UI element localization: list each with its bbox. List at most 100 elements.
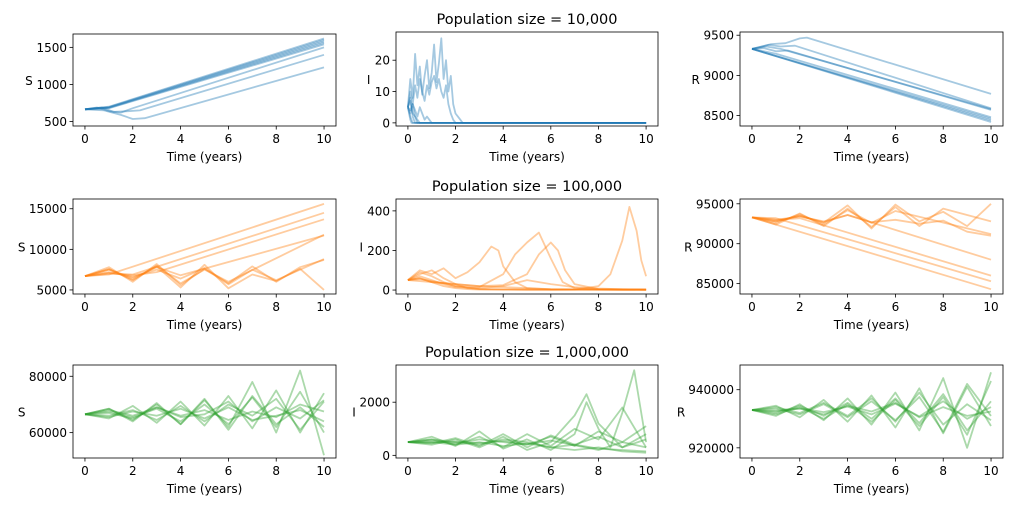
x-tick-label: 2 xyxy=(129,464,137,478)
y-tick-label: 1500 xyxy=(36,41,67,55)
panel-1: 0 2 4 6 8 10 500 1000 1500 Time (years) S xyxy=(25,33,337,164)
x-tick-label: 0 xyxy=(404,464,412,478)
series-line-4 xyxy=(407,425,647,447)
x-tick-label: 4 xyxy=(177,464,185,478)
panel-title: Population size = 1,000,000 xyxy=(425,345,629,361)
y-tick-label: 80000 xyxy=(29,370,67,384)
axes-frame xyxy=(739,198,1004,295)
y-tick-label: 60000 xyxy=(29,426,67,440)
x-axis-label: Time (years) xyxy=(488,482,565,496)
panel-6: 0 2 4 6 8 10 85000 90000 95000 Time (years) R xyxy=(684,197,1004,332)
series-group xyxy=(407,205,647,291)
y-tick-label: 0 xyxy=(382,284,390,298)
y-axis-label: R xyxy=(684,241,692,255)
y-axis-label: S xyxy=(18,406,26,420)
x-tick-label: 4 xyxy=(177,132,185,146)
y-tick-label: 2000 xyxy=(359,396,390,410)
x-axis-label: Time (years) xyxy=(166,150,243,164)
series-line-7 xyxy=(751,36,992,95)
x-tick-label: 10 xyxy=(638,464,653,478)
x-tick-label: 2 xyxy=(452,132,460,146)
series-line-6 xyxy=(84,403,325,421)
y-tick-label: 5000 xyxy=(36,283,67,297)
y-tick-label: 0 xyxy=(382,449,390,463)
series-line-6 xyxy=(407,441,647,453)
x-tick-label: 8 xyxy=(595,464,603,478)
series-line-2 xyxy=(84,39,325,111)
x-tick-label: 0 xyxy=(748,300,756,314)
series-line-7 xyxy=(751,391,992,426)
series-line-2 xyxy=(407,393,647,451)
series-line-5 xyxy=(84,233,325,285)
series-line-3 xyxy=(84,390,325,434)
x-tick-label: 2 xyxy=(796,300,804,314)
y-tick-label: 920000 xyxy=(688,441,734,455)
x-tick-label: 6 xyxy=(892,132,900,146)
x-tick-label: 8 xyxy=(595,300,603,314)
series-line-1 xyxy=(84,203,325,277)
series-line-2 xyxy=(751,216,992,283)
y-axis-label: R xyxy=(677,406,685,420)
x-tick-label: 0 xyxy=(81,464,89,478)
series-line-5 xyxy=(407,433,647,449)
series-line-6 xyxy=(407,96,647,124)
series-line-8 xyxy=(407,278,647,291)
x-tick-label: 8 xyxy=(272,132,280,146)
x-tick-label: 10 xyxy=(316,464,331,478)
x-tick-label: 10 xyxy=(983,132,998,146)
x-tick-label: 6 xyxy=(225,464,233,478)
series-line-4 xyxy=(751,48,992,119)
x-tick-label: 10 xyxy=(983,300,998,314)
series-line-8 xyxy=(407,107,647,124)
panel-title: Population size = 100,000 xyxy=(432,179,622,195)
x-axis-label: Time (years) xyxy=(166,318,243,332)
x-tick-label: 10 xyxy=(638,132,653,146)
x-axis-label: Time (years) xyxy=(166,482,243,496)
x-tick-label: 10 xyxy=(983,464,998,478)
x-tick-label: 2 xyxy=(452,464,460,478)
series-line-1 xyxy=(751,48,992,123)
series-line-8 xyxy=(751,45,992,110)
axes-frame xyxy=(739,31,1004,127)
axes-frame xyxy=(72,33,337,127)
y-tick-label: 200 xyxy=(367,244,390,258)
x-axis-label: Time (years) xyxy=(833,318,910,332)
x-axis-label: Time (years) xyxy=(488,150,565,164)
x-tick-label: 0 xyxy=(404,300,412,314)
series-group xyxy=(407,369,647,454)
series-line-7 xyxy=(407,279,647,291)
series-line-1 xyxy=(84,37,325,111)
x-axis-label: Time (years) xyxy=(833,482,910,496)
y-axis-label: I xyxy=(352,406,356,420)
panel-8: 0 2 4 6 8 10 0 2000 Time (years) I Population size… xyxy=(352,345,659,496)
x-tick-label: 6 xyxy=(547,464,555,478)
y-axis-label: S xyxy=(18,241,26,255)
y-tick-label: 1000 xyxy=(36,78,67,92)
panel-title: Population size = 10,000 xyxy=(436,12,617,28)
series-line-4 xyxy=(84,42,325,111)
series-line-1 xyxy=(407,205,647,291)
y-tick-label: 10 xyxy=(375,85,390,99)
series-line-4 xyxy=(407,241,647,291)
series-line-5 xyxy=(751,382,992,433)
x-tick-label: 0 xyxy=(748,132,756,146)
x-tick-label: 8 xyxy=(939,132,947,146)
series-group xyxy=(407,37,647,124)
series-line-5 xyxy=(84,397,325,431)
series-line-8 xyxy=(751,214,992,237)
series-line-1 xyxy=(407,37,647,124)
x-tick-label: 6 xyxy=(892,300,900,314)
x-tick-label: 0 xyxy=(81,300,89,314)
series-line-4 xyxy=(751,401,992,419)
series-line-8 xyxy=(84,259,325,285)
axes-frame xyxy=(72,364,337,459)
series-line-3 xyxy=(751,216,992,277)
x-tick-label: 4 xyxy=(499,300,507,314)
series-line-2 xyxy=(84,389,325,434)
series-group xyxy=(84,369,325,456)
y-tick-label: 10000 xyxy=(29,243,67,257)
x-tick-label: 10 xyxy=(316,132,331,146)
series-line-3 xyxy=(751,393,992,432)
x-tick-label: 4 xyxy=(844,132,852,146)
